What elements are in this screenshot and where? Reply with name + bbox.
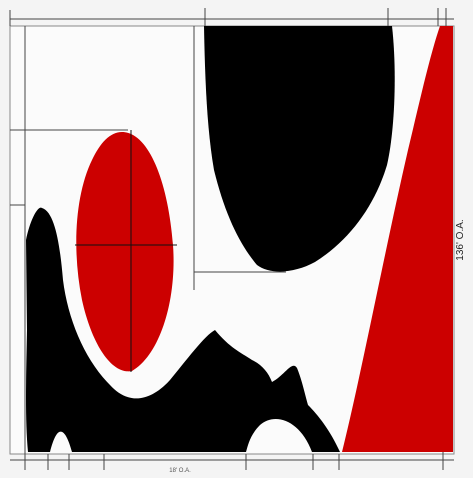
black-shape-lower xyxy=(26,207,340,452)
top-dimension-line xyxy=(9,8,454,26)
red-triangle xyxy=(342,26,453,452)
vertical-dimension-label: 136' O.A. xyxy=(455,219,466,260)
teardrop-crosshair xyxy=(75,130,177,372)
red-teardrop xyxy=(76,132,174,372)
black-shape-upper xyxy=(204,26,395,272)
horizontal-dimension-label: 18' O.A. xyxy=(169,468,191,474)
bottom-dimension-line xyxy=(10,454,454,470)
